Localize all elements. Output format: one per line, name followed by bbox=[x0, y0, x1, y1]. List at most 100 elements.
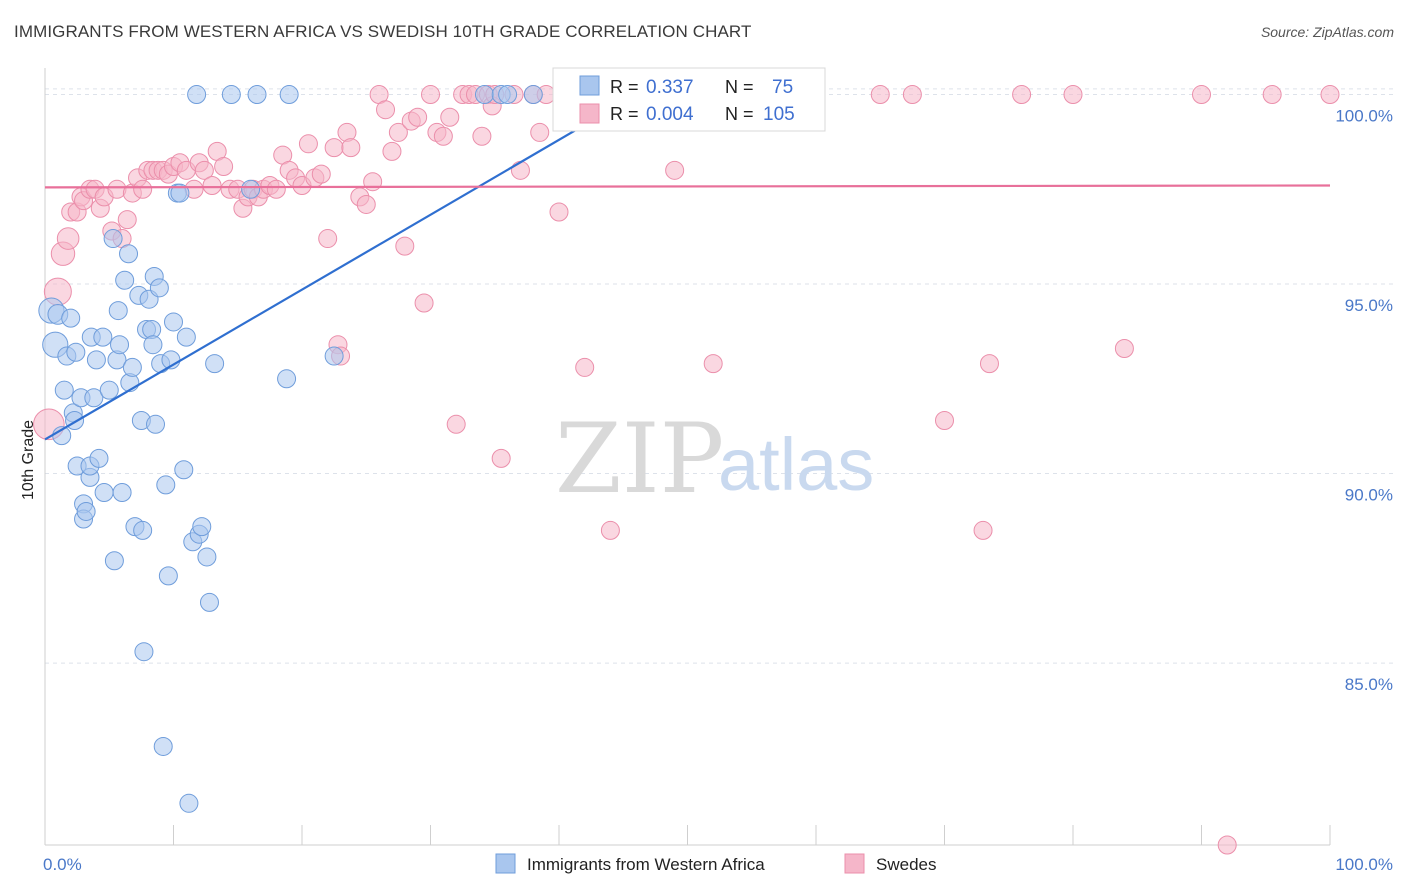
stats-legend-r-value-1: 0.337 bbox=[646, 77, 694, 98]
legend-swatch-western-africa[interactable] bbox=[495, 853, 516, 874]
swedes-point bbox=[382, 141, 402, 161]
swedes-point bbox=[973, 520, 993, 540]
swedes-point bbox=[388, 122, 408, 142]
swedes-point bbox=[979, 354, 999, 374]
stats-legend-blue-swatch bbox=[579, 75, 600, 96]
western-africa-point bbox=[143, 335, 163, 355]
swedes-point bbox=[298, 134, 318, 154]
stats-legend-r-value-2: 0.004 bbox=[646, 104, 694, 125]
western-africa-point bbox=[119, 244, 139, 264]
western-africa-point bbox=[170, 183, 190, 203]
western-africa-point bbox=[146, 414, 166, 434]
western-africa-point bbox=[192, 517, 212, 537]
swedes-point bbox=[194, 160, 214, 180]
swedes-point bbox=[341, 138, 361, 158]
western-africa-point bbox=[523, 85, 543, 105]
western-africa-point bbox=[110, 335, 130, 355]
western-africa-point bbox=[104, 551, 124, 571]
western-africa-point bbox=[99, 380, 119, 400]
stats-legend-n-label-2: N = bbox=[725, 104, 754, 124]
western-africa-point bbox=[179, 793, 199, 813]
swedes-point bbox=[318, 229, 338, 249]
y-tick-label: 90.0% bbox=[1345, 486, 1393, 505]
western-africa-point bbox=[149, 278, 169, 298]
swedes-point bbox=[421, 85, 440, 105]
axes bbox=[44, 68, 1331, 846]
stats-legend: R = 0.337 N = 75 R = 0.004 N = 105 bbox=[552, 67, 826, 132]
swedes-point bbox=[1012, 85, 1032, 105]
western-africa-point bbox=[94, 483, 114, 503]
western-africa-point bbox=[221, 85, 241, 105]
watermark-atlas: atlas bbox=[718, 423, 874, 506]
western-africa-point bbox=[115, 270, 135, 290]
y-tick-label: 85.0% bbox=[1345, 675, 1393, 694]
swedes-point bbox=[491, 448, 511, 468]
western-africa-point bbox=[164, 312, 183, 332]
western-africa-point bbox=[474, 85, 494, 105]
western-africa-trend-line bbox=[44, 123, 586, 441]
stats-legend-n-value-2: 105 bbox=[763, 104, 795, 125]
western-africa-points bbox=[38, 85, 620, 813]
western-africa-point bbox=[158, 566, 178, 586]
western-africa-point bbox=[324, 346, 344, 366]
western-africa-point bbox=[103, 229, 123, 249]
swedes-point bbox=[1063, 85, 1083, 105]
swedes-point bbox=[356, 194, 376, 214]
western-africa-point bbox=[176, 327, 196, 347]
swedes-point bbox=[549, 202, 569, 222]
swedes-point bbox=[311, 164, 331, 184]
stats-legend-r-label-2: R = bbox=[610, 104, 639, 124]
swedes-point bbox=[870, 85, 890, 105]
swedes-point bbox=[1262, 85, 1282, 105]
x-tick-label: 100.0% bbox=[1335, 855, 1393, 874]
swedes-point bbox=[703, 354, 723, 374]
western-africa-point bbox=[174, 460, 194, 480]
western-africa-point bbox=[241, 179, 261, 199]
western-africa-point bbox=[86, 350, 106, 370]
swedes-trend-line bbox=[44, 184, 1331, 189]
western-africa-point bbox=[153, 736, 173, 756]
swedes-point bbox=[133, 179, 153, 199]
legend-label-swedes[interactable]: Swedes bbox=[876, 855, 936, 874]
stats-legend-r-label-1: R = bbox=[610, 77, 639, 97]
western-africa-point bbox=[122, 357, 142, 377]
western-africa-point bbox=[112, 483, 132, 503]
legend-swatch-swedes[interactable] bbox=[844, 853, 865, 874]
western-africa-point bbox=[134, 642, 154, 662]
swedes-point bbox=[510, 160, 530, 180]
swedes-point bbox=[433, 126, 453, 146]
swedes-point bbox=[1217, 835, 1237, 855]
legend-label-western-africa[interactable]: Immigrants from Western Africa bbox=[527, 855, 765, 874]
western-africa-point bbox=[54, 380, 74, 400]
western-africa-point bbox=[277, 369, 297, 389]
swedes-point bbox=[446, 414, 466, 434]
swedes-point bbox=[56, 227, 80, 250]
western-africa-point bbox=[498, 85, 518, 105]
western-africa-point bbox=[133, 520, 153, 540]
swedes-point bbox=[408, 107, 428, 127]
western-africa-point bbox=[247, 85, 267, 105]
watermark: ZIP atlas bbox=[555, 403, 874, 515]
western-africa-point bbox=[76, 501, 96, 521]
swedes-point bbox=[575, 357, 595, 377]
swedes-point bbox=[266, 179, 286, 199]
swedes-point bbox=[665, 160, 685, 180]
swedes-point bbox=[324, 138, 344, 158]
western-africa-point bbox=[108, 301, 128, 321]
source-note: Source: ZipAtlas.com bbox=[1260, 24, 1394, 40]
western-africa-point bbox=[93, 327, 113, 347]
swedes-point bbox=[414, 293, 434, 313]
trend-lines bbox=[44, 123, 1331, 441]
western-africa-point bbox=[84, 388, 104, 408]
western-africa-point bbox=[66, 342, 86, 362]
grid bbox=[45, 88, 1395, 664]
swedes-point bbox=[1320, 85, 1340, 105]
western-africa-point bbox=[279, 85, 299, 105]
swedes-point bbox=[600, 520, 620, 540]
swedes-point bbox=[1192, 85, 1211, 105]
y-tick-label: 95.0% bbox=[1345, 296, 1393, 315]
western-africa-point bbox=[205, 354, 225, 374]
western-africa-point bbox=[199, 592, 219, 612]
western-africa-point bbox=[197, 547, 217, 567]
